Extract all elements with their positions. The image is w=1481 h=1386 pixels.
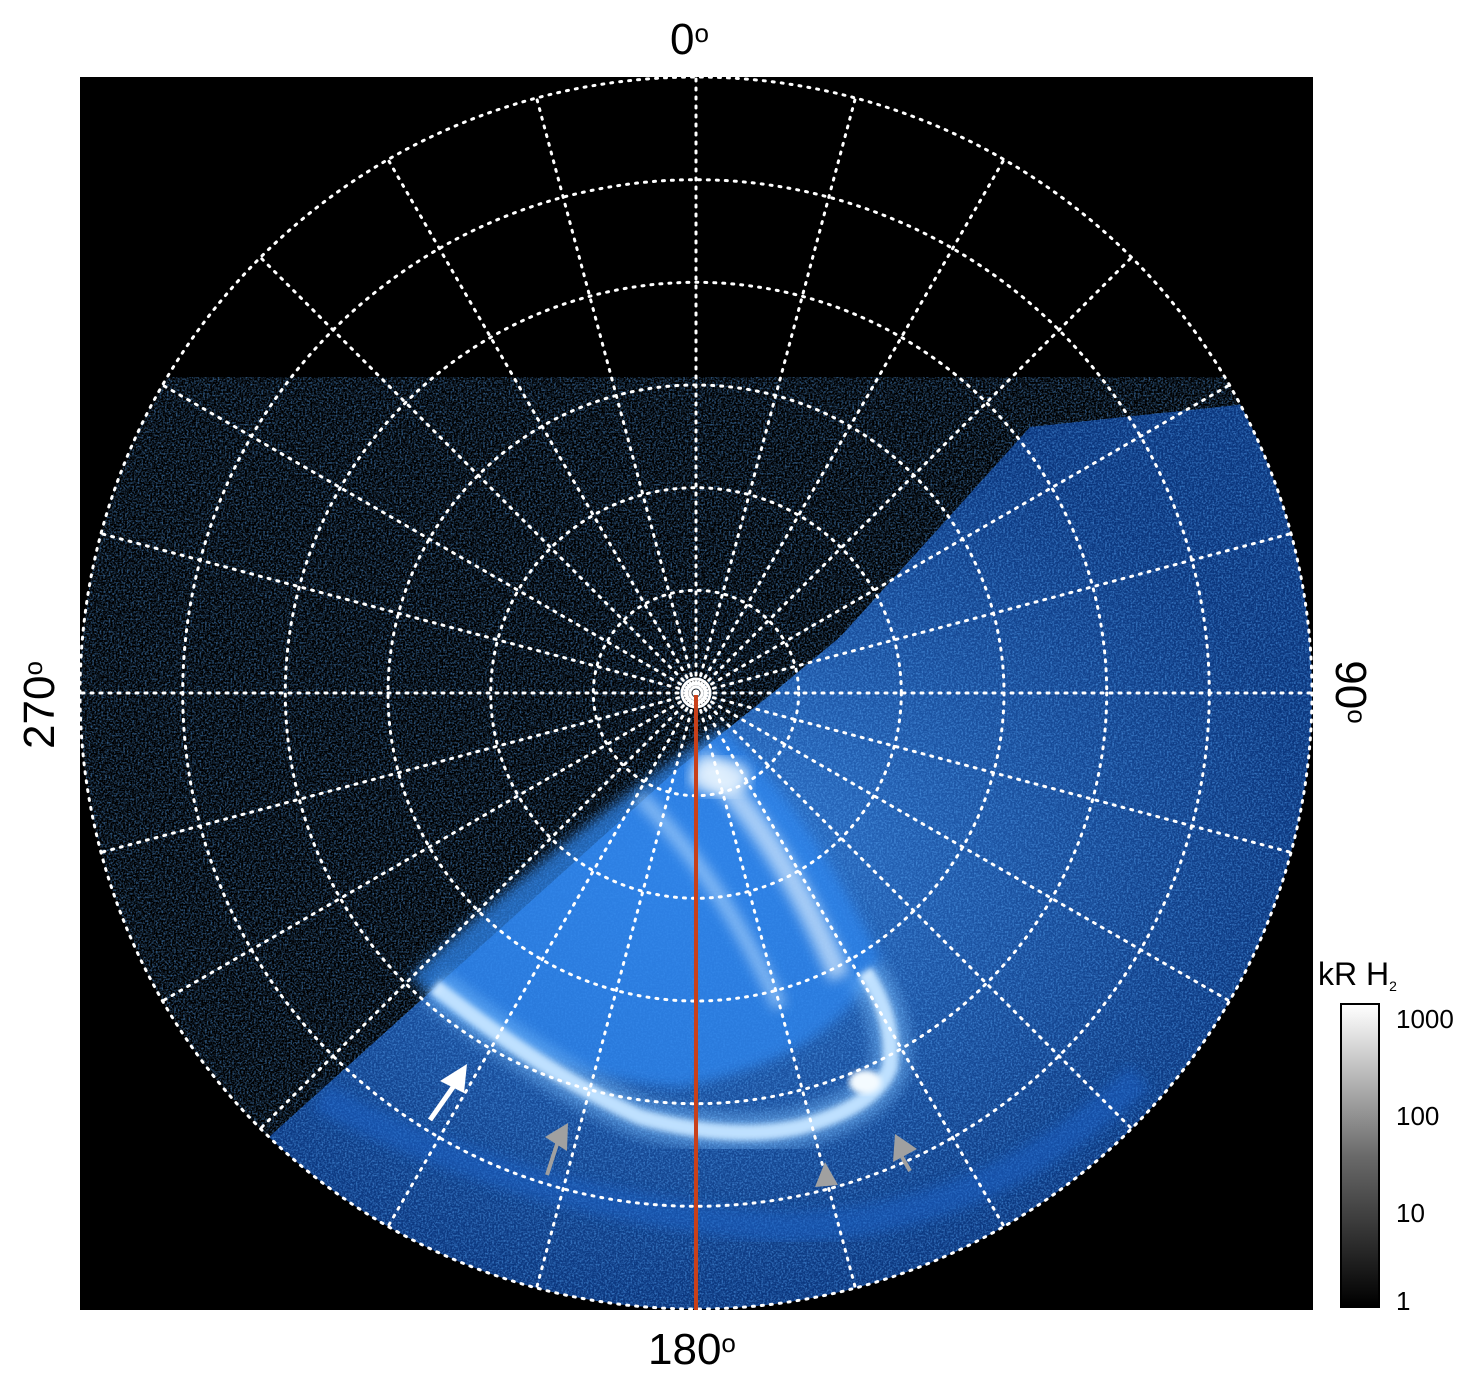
longitude-label-0: 0o xyxy=(670,15,709,64)
latitude-circle xyxy=(489,486,903,900)
meridian-line xyxy=(535,96,698,695)
colorbar-title: kR H2 xyxy=(1318,956,1397,994)
meridian-line xyxy=(258,255,698,695)
longitude-label-270: 270o xyxy=(15,661,64,749)
gray-arrow-3 xyxy=(893,1134,917,1172)
meridian-line xyxy=(386,691,698,1228)
meridian-line xyxy=(694,255,1134,695)
longitude-label-90: 90o xyxy=(1326,660,1375,724)
meridian-line xyxy=(694,691,1293,854)
latitude-circle xyxy=(80,77,1313,1310)
meridian-line xyxy=(694,96,857,695)
meridian-line xyxy=(694,383,1231,695)
meridian-line xyxy=(535,691,698,1290)
meridian-line xyxy=(99,532,698,695)
meridian-line xyxy=(386,158,698,695)
colorbar-tick-1000: 1000 xyxy=(1396,1004,1454,1034)
colorbar-tick-1: 1 xyxy=(1396,1286,1411,1316)
colorbar-tick-100: 100 xyxy=(1396,1101,1440,1131)
white-arrow xyxy=(427,1064,467,1122)
meridian-line xyxy=(694,158,1006,695)
meridian-line xyxy=(161,691,698,1003)
colorbar-tick-10: 10 xyxy=(1396,1198,1425,1228)
polar-aurora-image xyxy=(80,77,1313,1310)
meridian-line xyxy=(258,691,698,1131)
meridian-line xyxy=(694,691,857,1290)
meridian-line xyxy=(694,691,1134,1131)
gray-arrow-2 xyxy=(815,1162,838,1187)
latitude-circle xyxy=(283,280,1109,1106)
meridian-line xyxy=(694,691,1231,1003)
gray-arrow-1 xyxy=(545,1123,568,1176)
meridian-line xyxy=(694,532,1293,695)
meridian-line xyxy=(99,691,698,854)
meridian-line xyxy=(694,691,1006,1228)
colorbar xyxy=(1340,1003,1380,1308)
bright-spot xyxy=(849,1070,881,1094)
longitude-label-180: 180o xyxy=(648,1325,736,1374)
meridian-line xyxy=(161,383,698,695)
